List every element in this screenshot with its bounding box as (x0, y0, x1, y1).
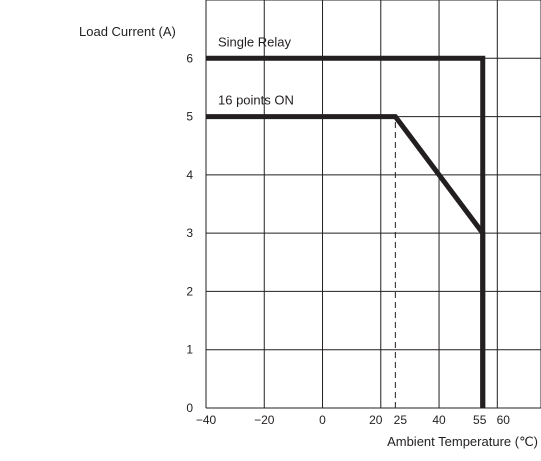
grid (205, 0, 541, 409)
x-tick-label: −40 (196, 413, 217, 427)
y-tick-label: 0 (186, 401, 193, 415)
y-tick-label: 4 (186, 168, 193, 182)
y-tick-label: 6 (186, 51, 193, 65)
y-tick-label: 1 (186, 343, 193, 357)
y-axis-label: Load Current (A) (79, 24, 176, 39)
y-tick-label: 3 (186, 226, 193, 240)
x-tick-label: 60 (497, 413, 511, 427)
x-tick-label: 55 (473, 413, 487, 427)
x-tick-label: 0 (319, 413, 326, 427)
x-tick-label: 40 (432, 413, 446, 427)
x-tick-label: 25 (394, 413, 408, 427)
series-label: 16 points ON (218, 93, 294, 108)
x-tick-label: −20 (254, 413, 275, 427)
series-lines (206, 55, 486, 408)
series-label: Single Relay (218, 34, 291, 49)
x-axis-label: Ambient Temperature (℃) (387, 434, 538, 449)
x-tick-label: 20 (369, 413, 383, 427)
y-tick-label: 2 (186, 284, 193, 298)
labels: Single Relay 16 points ON 0 1 2 3 4 5 6 −40 −20 0 20… (79, 24, 538, 449)
y-tick-label: 5 (186, 110, 193, 124)
series-line-16-points-on (206, 114, 486, 408)
